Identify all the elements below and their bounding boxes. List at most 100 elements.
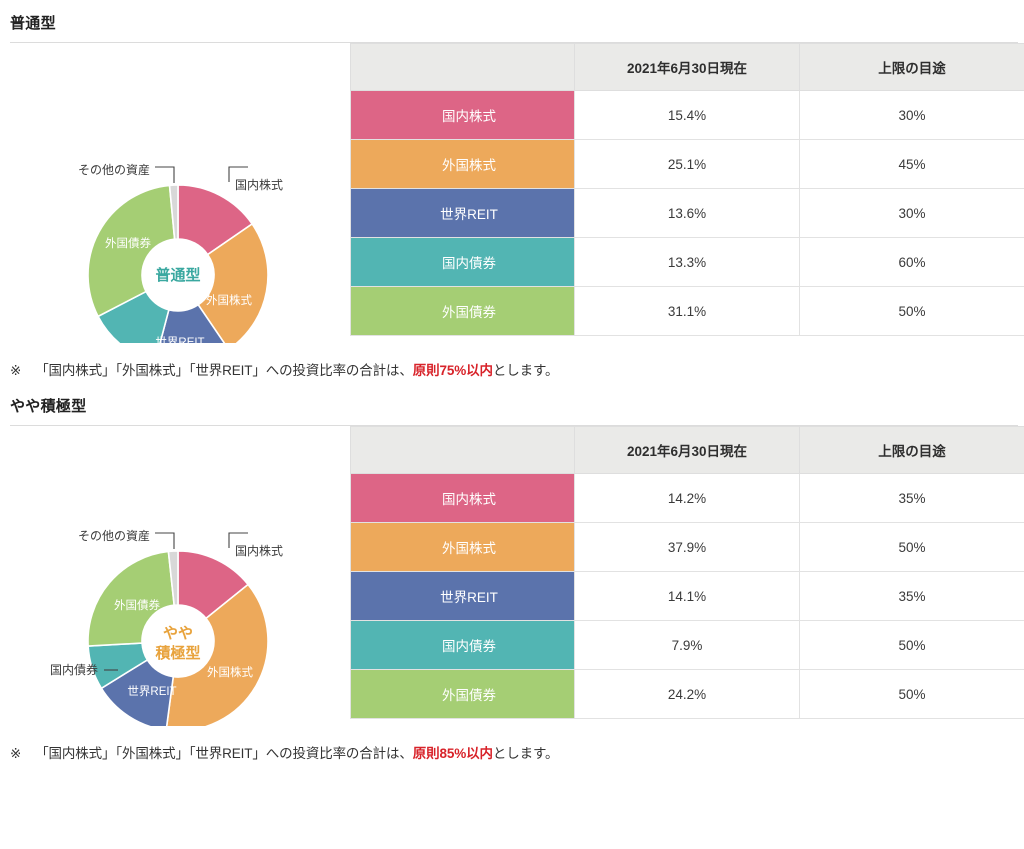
donut-chart-svg: やや 積極型 その他の資産 国内株式 国内債券 外国債券 外国株式 世界REIT: [50, 528, 283, 726]
table-body: 国内株式 14.2% 35% 外国株式 37.9% 50% 世界REIT 14.1% 35% 国内…: [350, 473, 1024, 719]
donut-hole: [142, 605, 214, 677]
leader-lines: [155, 166, 248, 183]
table-header-limit: 上限の目途: [799, 43, 1024, 91]
limit-ratio-cell: 45%: [799, 139, 1024, 189]
footnote-futsu: ※ 「国内株式」「外国株式」「世界REIT」への投資比率の合計は、原則75%以内と…: [0, 343, 1024, 379]
section-body: 普通型 その他の資産 国内株式 国内債券 外国債券 外国株式 世界REIT: [0, 43, 1024, 343]
inner-label-world-reit: 世界REIT: [127, 685, 176, 698]
allocation-table-wrap-yaya: 2021年6月30日現在 上限の目途 国内株式 14.2% 35% 外国株式 37.9%…: [350, 426, 1024, 719]
donut-center-label: やや: [163, 625, 193, 642]
table-header-limit: 上限の目途: [799, 426, 1024, 474]
donut-slice-外国株式: [197, 222, 269, 343]
section-divider: [10, 42, 1018, 43]
asset-name-cell: 国内株式: [350, 90, 575, 140]
section-body: やや 積極型 その他の資産 国内株式 国内債券 外国債券 外国株式 世界REIT: [0, 426, 1024, 726]
limit-ratio-cell: 50%: [799, 669, 1024, 719]
callout-label-domestic-bond: 国内債券: [50, 662, 98, 677]
asset-name-cell: 国内債券: [350, 237, 575, 287]
table-row: 国内株式 14.2% 35%: [350, 473, 1024, 523]
footnote-yaya: ※ 「国内株式」「外国株式」「世界REIT」への投資比率の合計は、原則85%以内と…: [0, 726, 1024, 762]
table-row: 国内株式 15.4% 30%: [350, 90, 1024, 140]
table-row: 外国債券 24.2% 50%: [350, 669, 1024, 719]
asset-name-cell: 世界REIT: [350, 571, 575, 621]
donut-hole: [142, 239, 214, 311]
section-divider: [10, 425, 1018, 426]
limit-ratio-cell: 30%: [799, 90, 1024, 140]
inner-label-foreign-equity: 外国株式: [207, 665, 253, 679]
asset-name-cell: 外国債券: [350, 286, 575, 336]
asset-name-cell: 外国株式: [350, 522, 575, 572]
limit-ratio-cell: 30%: [799, 188, 1024, 238]
donut-chart-yaya: やや 積極型 その他の資産 国内株式 国内債券 外国債券 外国株式 世界REIT: [0, 426, 350, 726]
section-heading: やや積極型: [10, 398, 87, 415]
current-ratio-cell: 15.4%: [574, 90, 800, 140]
current-ratio-cell: 13.3%: [574, 237, 800, 287]
limit-ratio-cell: 50%: [799, 620, 1024, 670]
limit-ratio-cell: 35%: [799, 571, 1024, 621]
limit-ratio-cell: 35%: [799, 473, 1024, 523]
inner-label-foreign-equity: 外国株式: [206, 293, 252, 307]
table-header-current: 2021年6月30日現在: [574, 43, 800, 91]
current-ratio-cell: 24.2%: [574, 669, 800, 719]
current-ratio-cell: 37.9%: [574, 522, 800, 572]
section-futsu: 普通型 普通型 その他の資産 国内株式 国内債券 外国債券 外国株式 世界REI…: [0, 0, 1024, 379]
table-row: 世界REIT 14.1% 35%: [350, 571, 1024, 621]
footnote-mark: ※: [10, 363, 22, 378]
footnote-text-after: とします。: [492, 363, 559, 378]
table-row: 世界REIT 13.6% 30%: [350, 188, 1024, 238]
asset-name-cell: 世界REIT: [350, 188, 575, 238]
callout-label-other-assets: その他の資産: [78, 528, 150, 543]
current-ratio-cell: 14.2%: [574, 473, 800, 523]
footnote-text-before: 「国内株式」「外国株式」「世界REIT」への投資比率の合計は、: [35, 363, 413, 378]
leader-line: [228, 166, 248, 182]
leader-line: [155, 166, 175, 183]
limit-ratio-cell: 50%: [799, 522, 1024, 572]
asset-name-cell: 国内株式: [350, 473, 575, 523]
table-row: 国内債券 13.3% 60%: [350, 237, 1024, 287]
section-heading: 普通型: [10, 15, 56, 32]
current-ratio-cell: 13.6%: [574, 188, 800, 238]
current-ratio-cell: 25.1%: [574, 139, 800, 189]
table-header-current: 2021年6月30日現在: [574, 426, 800, 474]
footnote-highlight: 原則85%以内: [412, 746, 493, 761]
callout-label-other-assets: その他の資産: [78, 162, 150, 177]
footnote-highlight: 原則75%以内: [412, 363, 493, 378]
callout-label-domestic-bond: 国内債券: [85, 342, 133, 343]
leader-line: [155, 532, 175, 549]
asset-name-cell: 外国株式: [350, 139, 575, 189]
table-row: 外国債券 31.1% 50%: [350, 286, 1024, 336]
current-ratio-cell: 31.1%: [574, 286, 800, 336]
donut-chart-svg: 普通型 その他の資産 国内株式 国内債券 外国債券 外国株式 世界REIT: [78, 162, 283, 343]
table-header-row: 2021年6月30日現在 上限の目途: [350, 426, 1024, 474]
donut-center-label-2: 積極型: [154, 644, 200, 662]
donut-chart-futsu: 普通型 その他の資産 国内株式 国内債券 外国債券 外国株式 世界REIT: [0, 43, 350, 343]
donut-center-label: 普通型: [155, 266, 200, 284]
table-row: 国内債券 7.9% 50%: [350, 620, 1024, 670]
callout-label-domestic-equity: 国内株式: [235, 543, 283, 558]
table-row: 外国株式 37.9% 50%: [350, 522, 1024, 572]
table-header-asset: [350, 43, 575, 91]
limit-ratio-cell: 50%: [799, 286, 1024, 336]
section-yaya-sekkyoku: やや積極型 やや 積極型 その他の資産 国内株式 国内債券 外国債券 外国株式 …: [0, 379, 1024, 762]
footnote-text-after: とします。: [492, 746, 559, 761]
limit-ratio-cell: 60%: [799, 237, 1024, 287]
asset-name-cell: 国内債券: [350, 620, 575, 670]
callout-label-domestic-equity: 国内株式: [235, 177, 283, 192]
allocation-table: 2021年6月30日現在 上限の目途 国内株式 14.2% 35% 外国株式 37.9%…: [350, 426, 1024, 719]
inner-label-foreign-bond: 外国債券: [114, 598, 160, 612]
leader-line: [228, 532, 248, 548]
asset-name-cell: 外国債券: [350, 669, 575, 719]
footnote-text-before: 「国内株式」「外国株式」「世界REIT」への投資比率の合計は、: [35, 746, 413, 761]
table-row: 外国株式 25.1% 45%: [350, 139, 1024, 189]
current-ratio-cell: 14.1%: [574, 571, 800, 621]
current-ratio-cell: 7.9%: [574, 620, 800, 670]
table-body: 国内株式 15.4% 30% 外国株式 25.1% 45% 世界REIT 13.6% 30% 国内…: [350, 90, 1024, 336]
table-header-row: 2021年6月30日現在 上限の目途: [350, 43, 1024, 91]
inner-label-world-reit: 世界REIT: [155, 336, 204, 343]
footnote-mark: ※: [10, 746, 22, 761]
inner-label-foreign-bond: 外国債券: [105, 236, 151, 250]
table-header-asset: [350, 426, 575, 474]
allocation-table-wrap-futsu: 2021年6月30日現在 上限の目途 国内株式 15.4% 30% 外国株式 25.1%…: [350, 43, 1024, 336]
leader-lines: [104, 532, 248, 671]
